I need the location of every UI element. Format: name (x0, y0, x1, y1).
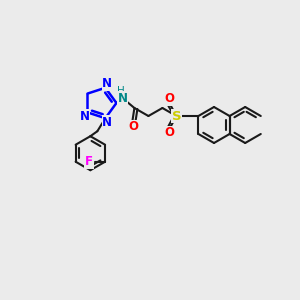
Text: N: N (80, 110, 89, 123)
Text: N: N (102, 77, 112, 90)
Text: N: N (117, 92, 128, 104)
Text: N: N (102, 116, 112, 129)
Text: F: F (85, 155, 93, 168)
Text: S: S (172, 110, 181, 122)
Text: O: O (164, 127, 174, 140)
Text: O: O (164, 92, 174, 106)
Text: H: H (116, 86, 124, 96)
Text: O: O (128, 121, 138, 134)
